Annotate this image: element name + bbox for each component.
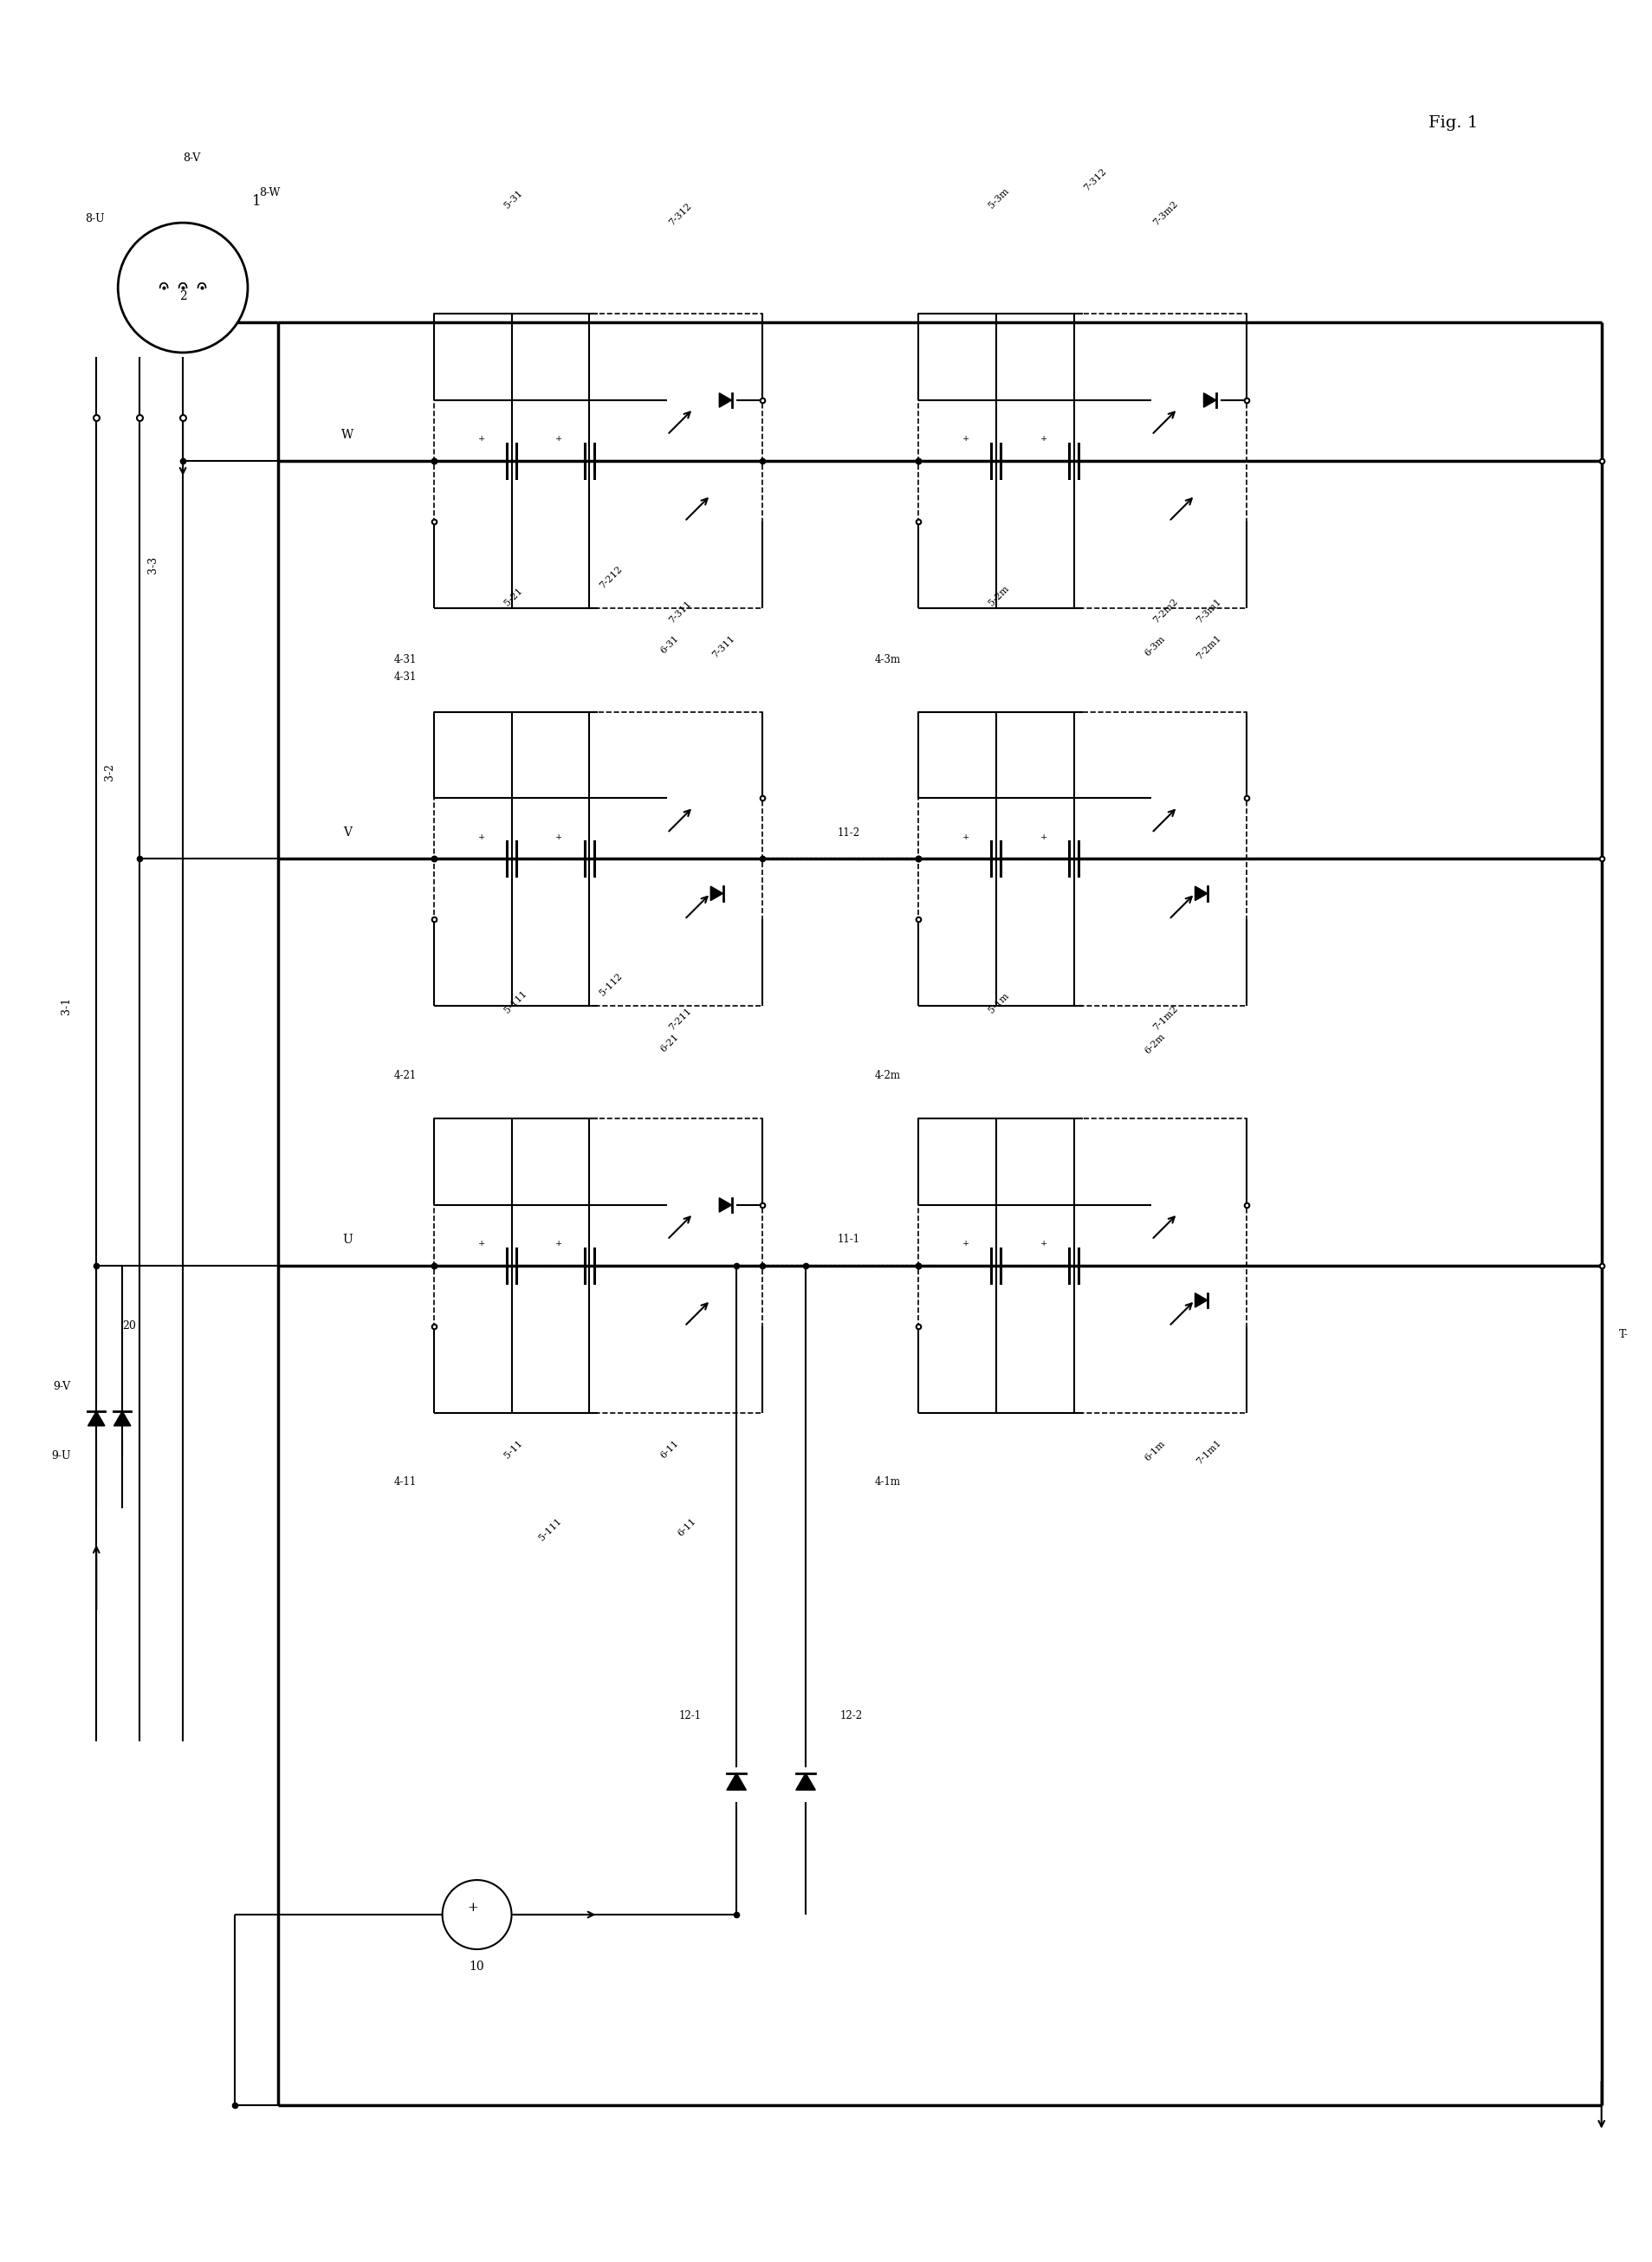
Text: 4-11: 4-11 (393, 1477, 416, 1488)
Polygon shape (719, 394, 732, 407)
Bar (433, 713, 762, 1007)
Text: 7-1m1: 7-1m1 (1194, 1439, 1222, 1466)
Polygon shape (796, 1773, 814, 1789)
Text: 5-21: 5-21 (502, 586, 524, 608)
Text: 7-1m2: 7-1m2 (1151, 1004, 1180, 1031)
Text: 4-31: 4-31 (393, 654, 416, 665)
Text: 5-112: 5-112 (598, 970, 623, 998)
Bar (433, 314, 762, 608)
Text: +: + (555, 434, 562, 443)
Text: +: + (477, 832, 484, 841)
Text: 11-1: 11-1 (838, 1235, 859, 1246)
Text: 2: 2 (178, 290, 187, 303)
Text: +: + (555, 1240, 562, 1249)
Bar (433, 1117, 762, 1414)
Text: 7-2m2: 7-2m2 (1151, 597, 1180, 624)
Text: 8-W: 8-W (259, 188, 279, 199)
Text: 7-3m1: 7-3m1 (1194, 597, 1222, 624)
Polygon shape (727, 1773, 745, 1789)
Polygon shape (1194, 1294, 1206, 1307)
Text: +: + (477, 434, 484, 443)
Text: 6-2m: 6-2m (1143, 1031, 1166, 1056)
Text: 4-31: 4-31 (393, 672, 416, 683)
Text: 5-1m: 5-1m (986, 991, 1011, 1016)
Text: 7-312: 7-312 (1082, 167, 1108, 192)
Text: 4-2m: 4-2m (874, 1070, 900, 1081)
Text: +: + (1039, 434, 1047, 443)
Text: 4-3m: 4-3m (874, 654, 900, 665)
Text: 7-312: 7-312 (667, 201, 692, 226)
Text: 7-212: 7-212 (598, 566, 623, 590)
Text: 8-U: 8-U (86, 213, 106, 224)
Text: +: + (555, 832, 562, 841)
Text: 5-111: 5-111 (537, 1516, 563, 1543)
Text: 1: 1 (251, 195, 261, 208)
Text: 4-1m: 4-1m (874, 1477, 900, 1488)
Text: +: + (1039, 832, 1047, 841)
Bar (917, 314, 1246, 608)
Text: 9-V: 9-V (53, 1382, 71, 1393)
Text: 7-3m2: 7-3m2 (1151, 199, 1180, 226)
Text: W: W (340, 430, 354, 441)
Text: +: + (468, 1902, 477, 1914)
Text: +: + (961, 832, 968, 841)
Polygon shape (710, 887, 722, 900)
Bar (917, 1117, 1246, 1414)
Text: 6-3m: 6-3m (1143, 633, 1166, 658)
Text: +: + (961, 1240, 968, 1249)
Polygon shape (114, 1411, 131, 1425)
Polygon shape (88, 1411, 104, 1425)
Text: 20: 20 (122, 1321, 135, 1332)
Text: 5-31: 5-31 (502, 188, 524, 210)
Text: 9-U: 9-U (51, 1450, 71, 1461)
Text: 4-21: 4-21 (393, 1070, 416, 1081)
Text: +: + (961, 434, 968, 443)
Text: +: + (477, 1240, 484, 1249)
Text: 8-V: 8-V (183, 152, 200, 163)
Text: 7-311: 7-311 (710, 633, 735, 661)
Text: 6-1m: 6-1m (1143, 1439, 1166, 1461)
Text: 5-111: 5-111 (502, 988, 529, 1016)
Text: 12-1: 12-1 (679, 1710, 702, 1721)
Text: 11-2: 11-2 (838, 828, 859, 839)
Text: 10: 10 (469, 1961, 484, 1972)
Text: 5-11: 5-11 (502, 1439, 524, 1461)
Circle shape (443, 1880, 512, 1950)
Text: Fig. 1: Fig. 1 (1427, 115, 1477, 131)
Text: 6-11: 6-11 (657, 1439, 679, 1461)
Text: 5-3m: 5-3m (986, 185, 1011, 210)
Polygon shape (719, 1199, 732, 1212)
Circle shape (117, 222, 248, 353)
Text: 3-2: 3-2 (104, 765, 116, 780)
Text: 12-2: 12-2 (839, 1710, 862, 1721)
Polygon shape (1194, 887, 1206, 900)
Text: 7-211: 7-211 (667, 1007, 692, 1031)
Text: 7-311: 7-311 (667, 599, 692, 624)
Text: 5-2m: 5-2m (986, 584, 1011, 608)
Text: T-: T- (1617, 1330, 1627, 1341)
Text: 7-2m1: 7-2m1 (1194, 633, 1222, 663)
Text: 6-21: 6-21 (657, 1031, 679, 1054)
Polygon shape (1203, 394, 1216, 407)
Text: 3-1: 3-1 (61, 998, 71, 1016)
Text: 6-31: 6-31 (657, 633, 679, 656)
Text: +: + (1039, 1240, 1047, 1249)
Text: U: U (342, 1233, 352, 1246)
Text: 6-11: 6-11 (676, 1516, 697, 1538)
Bar (917, 713, 1246, 1007)
Text: 3-3: 3-3 (147, 556, 159, 572)
Text: V: V (342, 828, 352, 839)
